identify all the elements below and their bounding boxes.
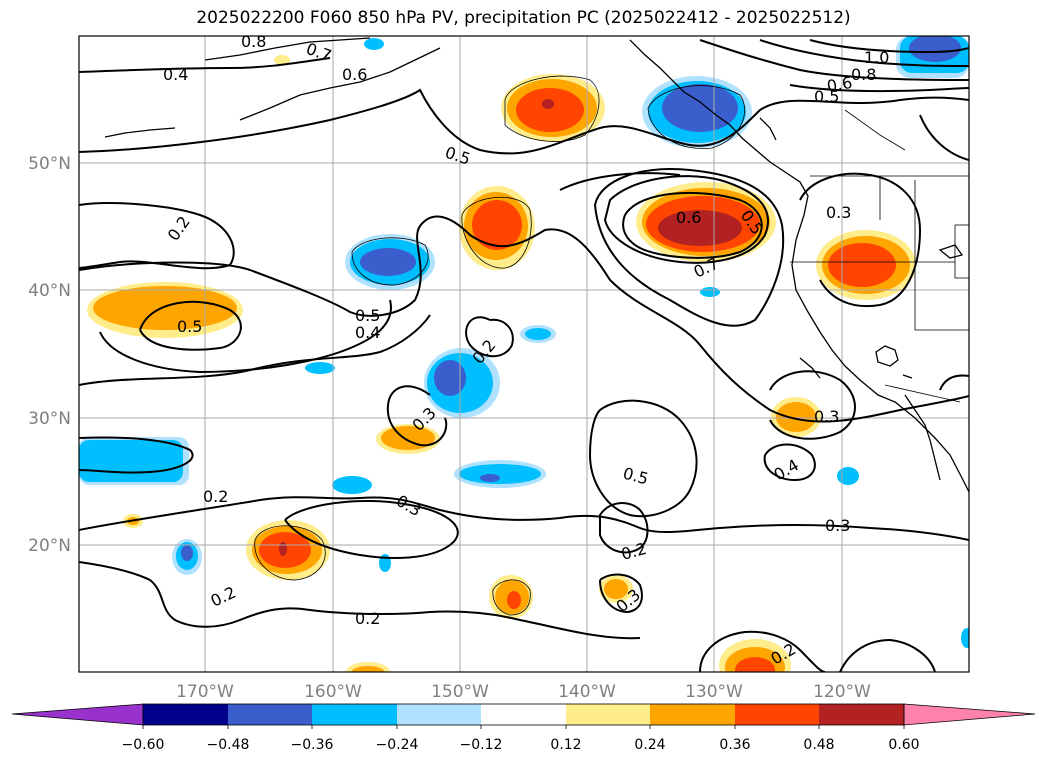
contour-label: 0.8 (851, 65, 876, 84)
contour-label: 0.6 (676, 208, 701, 227)
precip-blob-gulf-alaska (501, 74, 605, 142)
precip-blob-bottom-mid (346, 662, 390, 672)
map-frame (78, 35, 970, 673)
longitude-labels: 170°W 160°W 150°W 140°W 130°W 120°W (176, 682, 871, 702)
colorbar-tick: −0.48 (207, 737, 250, 753)
precip-blob-california (816, 230, 916, 300)
precip-blob-bc-coast (642, 76, 752, 148)
precip-blob-bottom-right (719, 639, 791, 672)
contour-label: 0.6 (825, 73, 853, 96)
lat-label-50n: 50°N (28, 154, 71, 174)
lon-label-150w: 150°W (431, 682, 489, 702)
contour-label: 1.0 (864, 48, 889, 67)
contour-label: 0.5 (814, 87, 839, 106)
colorbar-segment (397, 704, 481, 725)
lat-label-20n: 20°N (28, 536, 71, 556)
precip-fill-layer (79, 36, 969, 672)
colorbar-tick: 0.36 (719, 737, 750, 753)
colorbar-tick: 0.60 (888, 737, 919, 753)
lon-label-170w: 170°W (176, 682, 234, 702)
contour-label: 0.2 (355, 609, 380, 628)
contour-label: 0.6 (342, 65, 367, 84)
contour-label: 0.4 (355, 323, 380, 342)
coastlines (104, 37, 969, 493)
precip-blob-25n (454, 460, 546, 488)
latitude-labels: 50°N 40°N 30°N 20°N (28, 154, 71, 556)
precip-blob-central-north (459, 186, 535, 270)
colorbar-tick: 0.12 (550, 737, 581, 753)
pv-contours (79, 39, 969, 672)
contour-label: 0.5 (177, 317, 202, 336)
lon-label-120w: 120°W (813, 682, 871, 702)
colorbar-tick: 0.48 (803, 737, 834, 753)
contour-label: 0.4 (163, 65, 188, 84)
map-title: 2025022200 F060 850 hPa PV, precipitatio… (196, 8, 851, 28)
colorbar-segment (481, 704, 566, 725)
colorbar-segment (228, 704, 312, 725)
colorbar-tick: −0.24 (376, 737, 419, 753)
contour-label: 0.3 (814, 407, 839, 426)
precip-blob-20n-west (246, 520, 330, 580)
precip-blob-42n (345, 234, 435, 290)
precip-blob-28n (376, 424, 440, 454)
lon-label-130w: 130°W (685, 682, 743, 702)
colorbar-segment (735, 704, 819, 725)
map-panel: 0.8 0.7 0.6 0.4 0.5 1.0 0.8 0.6 0.5 0.2 … (79, 32, 969, 672)
precip-blob-31n-east (771, 397, 821, 437)
contour-label: 0.3 (825, 516, 850, 535)
precip-blob-17n (599, 575, 633, 603)
colorbar-tick: 0.24 (634, 737, 665, 753)
precip-blob-top-right (896, 36, 969, 78)
precip-blob-offshore-west (636, 182, 776, 262)
colorbar-tick: −0.36 (291, 737, 334, 753)
colorbar-segment (312, 704, 397, 725)
colorbar-segment (143, 704, 228, 725)
lat-label-30n: 30°N (28, 409, 71, 429)
colorbar-segment (650, 704, 735, 725)
pv-contours-thin (254, 75, 745, 616)
colorbar-segment (566, 704, 650, 725)
precip-blob-16n (489, 575, 533, 619)
precip-blob-west-40n (87, 282, 243, 338)
contour-label: 0.8 (241, 32, 266, 51)
colorbar-extend-high (903, 703, 1036, 726)
lon-label-140w: 140°W (558, 682, 616, 702)
lat-label-40n: 40°N (28, 281, 71, 301)
contour-label: 0.3 (826, 203, 851, 222)
contour-label: 0.2 (203, 487, 228, 506)
colorbar-tick: −0.60 (122, 737, 165, 753)
colorbar-extend-low (11, 703, 144, 726)
colorbar-segment (819, 704, 904, 725)
lon-label-160w: 160°W (304, 682, 362, 702)
colorbar: −0.60 −0.48 −0.36 −0.24 −0.12 0.12 0.24 … (11, 703, 1036, 753)
contour-label: 0.5 (355, 306, 380, 325)
colorbar-tick: −0.12 (460, 737, 503, 753)
graticule (79, 36, 969, 672)
